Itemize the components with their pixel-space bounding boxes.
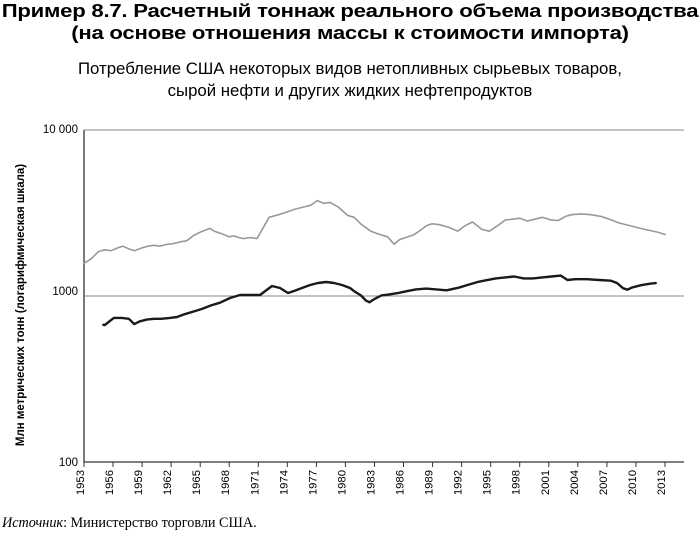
svg-text:1992: 1992 <box>453 470 465 495</box>
svg-text:2007: 2007 <box>598 470 610 495</box>
svg-text:1980: 1980 <box>336 470 348 495</box>
svg-text:1983: 1983 <box>366 470 378 495</box>
svg-text:10 000: 10 000 <box>43 124 78 136</box>
svg-text:1953: 1953 <box>75 470 87 495</box>
svg-text:1974: 1974 <box>278 470 290 495</box>
svg-text:1989: 1989 <box>424 470 436 495</box>
svg-text:2010: 2010 <box>627 470 639 495</box>
svg-text:1959: 1959 <box>133 470 145 495</box>
svg-text:100: 100 <box>59 457 78 469</box>
svg-text:1962: 1962 <box>162 470 174 495</box>
svg-text:1956: 1956 <box>104 470 116 495</box>
svg-text:1998: 1998 <box>511 470 523 495</box>
svg-text:2001: 2001 <box>540 470 552 495</box>
svg-text:1986: 1986 <box>395 470 407 495</box>
svg-text:1977: 1977 <box>307 470 319 495</box>
svg-text:1000: 1000 <box>52 286 78 298</box>
svg-text:1968: 1968 <box>220 470 232 495</box>
svg-text:1965: 1965 <box>191 470 203 495</box>
svg-text:2004: 2004 <box>569 470 581 495</box>
svg-text:2013: 2013 <box>656 470 668 495</box>
svg-text:1971: 1971 <box>249 470 261 495</box>
svg-text:1995: 1995 <box>482 470 494 495</box>
